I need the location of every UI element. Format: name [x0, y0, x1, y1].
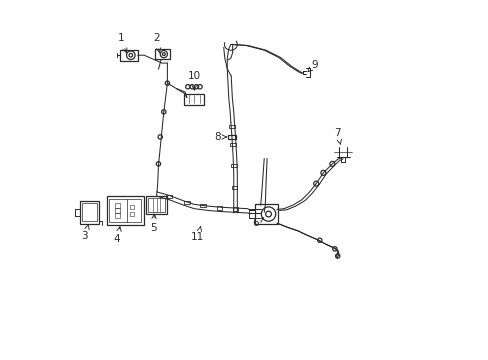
Text: 9: 9: [307, 60, 317, 72]
Text: 5: 5: [149, 214, 156, 233]
Bar: [115, 203, 120, 208]
Text: 4: 4: [114, 227, 121, 244]
Bar: [145, 196, 167, 214]
Bar: [184, 94, 203, 105]
Bar: [230, 164, 236, 167]
Bar: [200, 204, 206, 207]
Bar: [230, 143, 235, 146]
Bar: [120, 50, 137, 60]
Text: 11: 11: [191, 226, 204, 242]
Text: 2: 2: [153, 33, 161, 53]
Text: 1: 1: [117, 33, 127, 53]
Text: 8: 8: [214, 132, 226, 142]
Bar: [155, 49, 170, 59]
Bar: [115, 213, 120, 219]
Bar: [166, 194, 172, 198]
Bar: [129, 212, 134, 216]
Bar: [229, 125, 235, 128]
Bar: [231, 185, 237, 189]
Bar: [232, 207, 238, 211]
Bar: [80, 201, 99, 224]
Text: 7: 7: [334, 129, 341, 144]
Bar: [129, 205, 134, 209]
Bar: [109, 199, 141, 222]
Bar: [255, 204, 278, 224]
Bar: [106, 196, 144, 225]
Text: 6: 6: [251, 218, 263, 228]
Text: 10: 10: [187, 71, 201, 90]
Bar: [148, 198, 165, 212]
Bar: [228, 135, 236, 139]
Bar: [216, 206, 222, 210]
Bar: [184, 201, 190, 204]
Bar: [82, 203, 97, 221]
Text: 3: 3: [81, 225, 89, 240]
Bar: [115, 208, 120, 213]
